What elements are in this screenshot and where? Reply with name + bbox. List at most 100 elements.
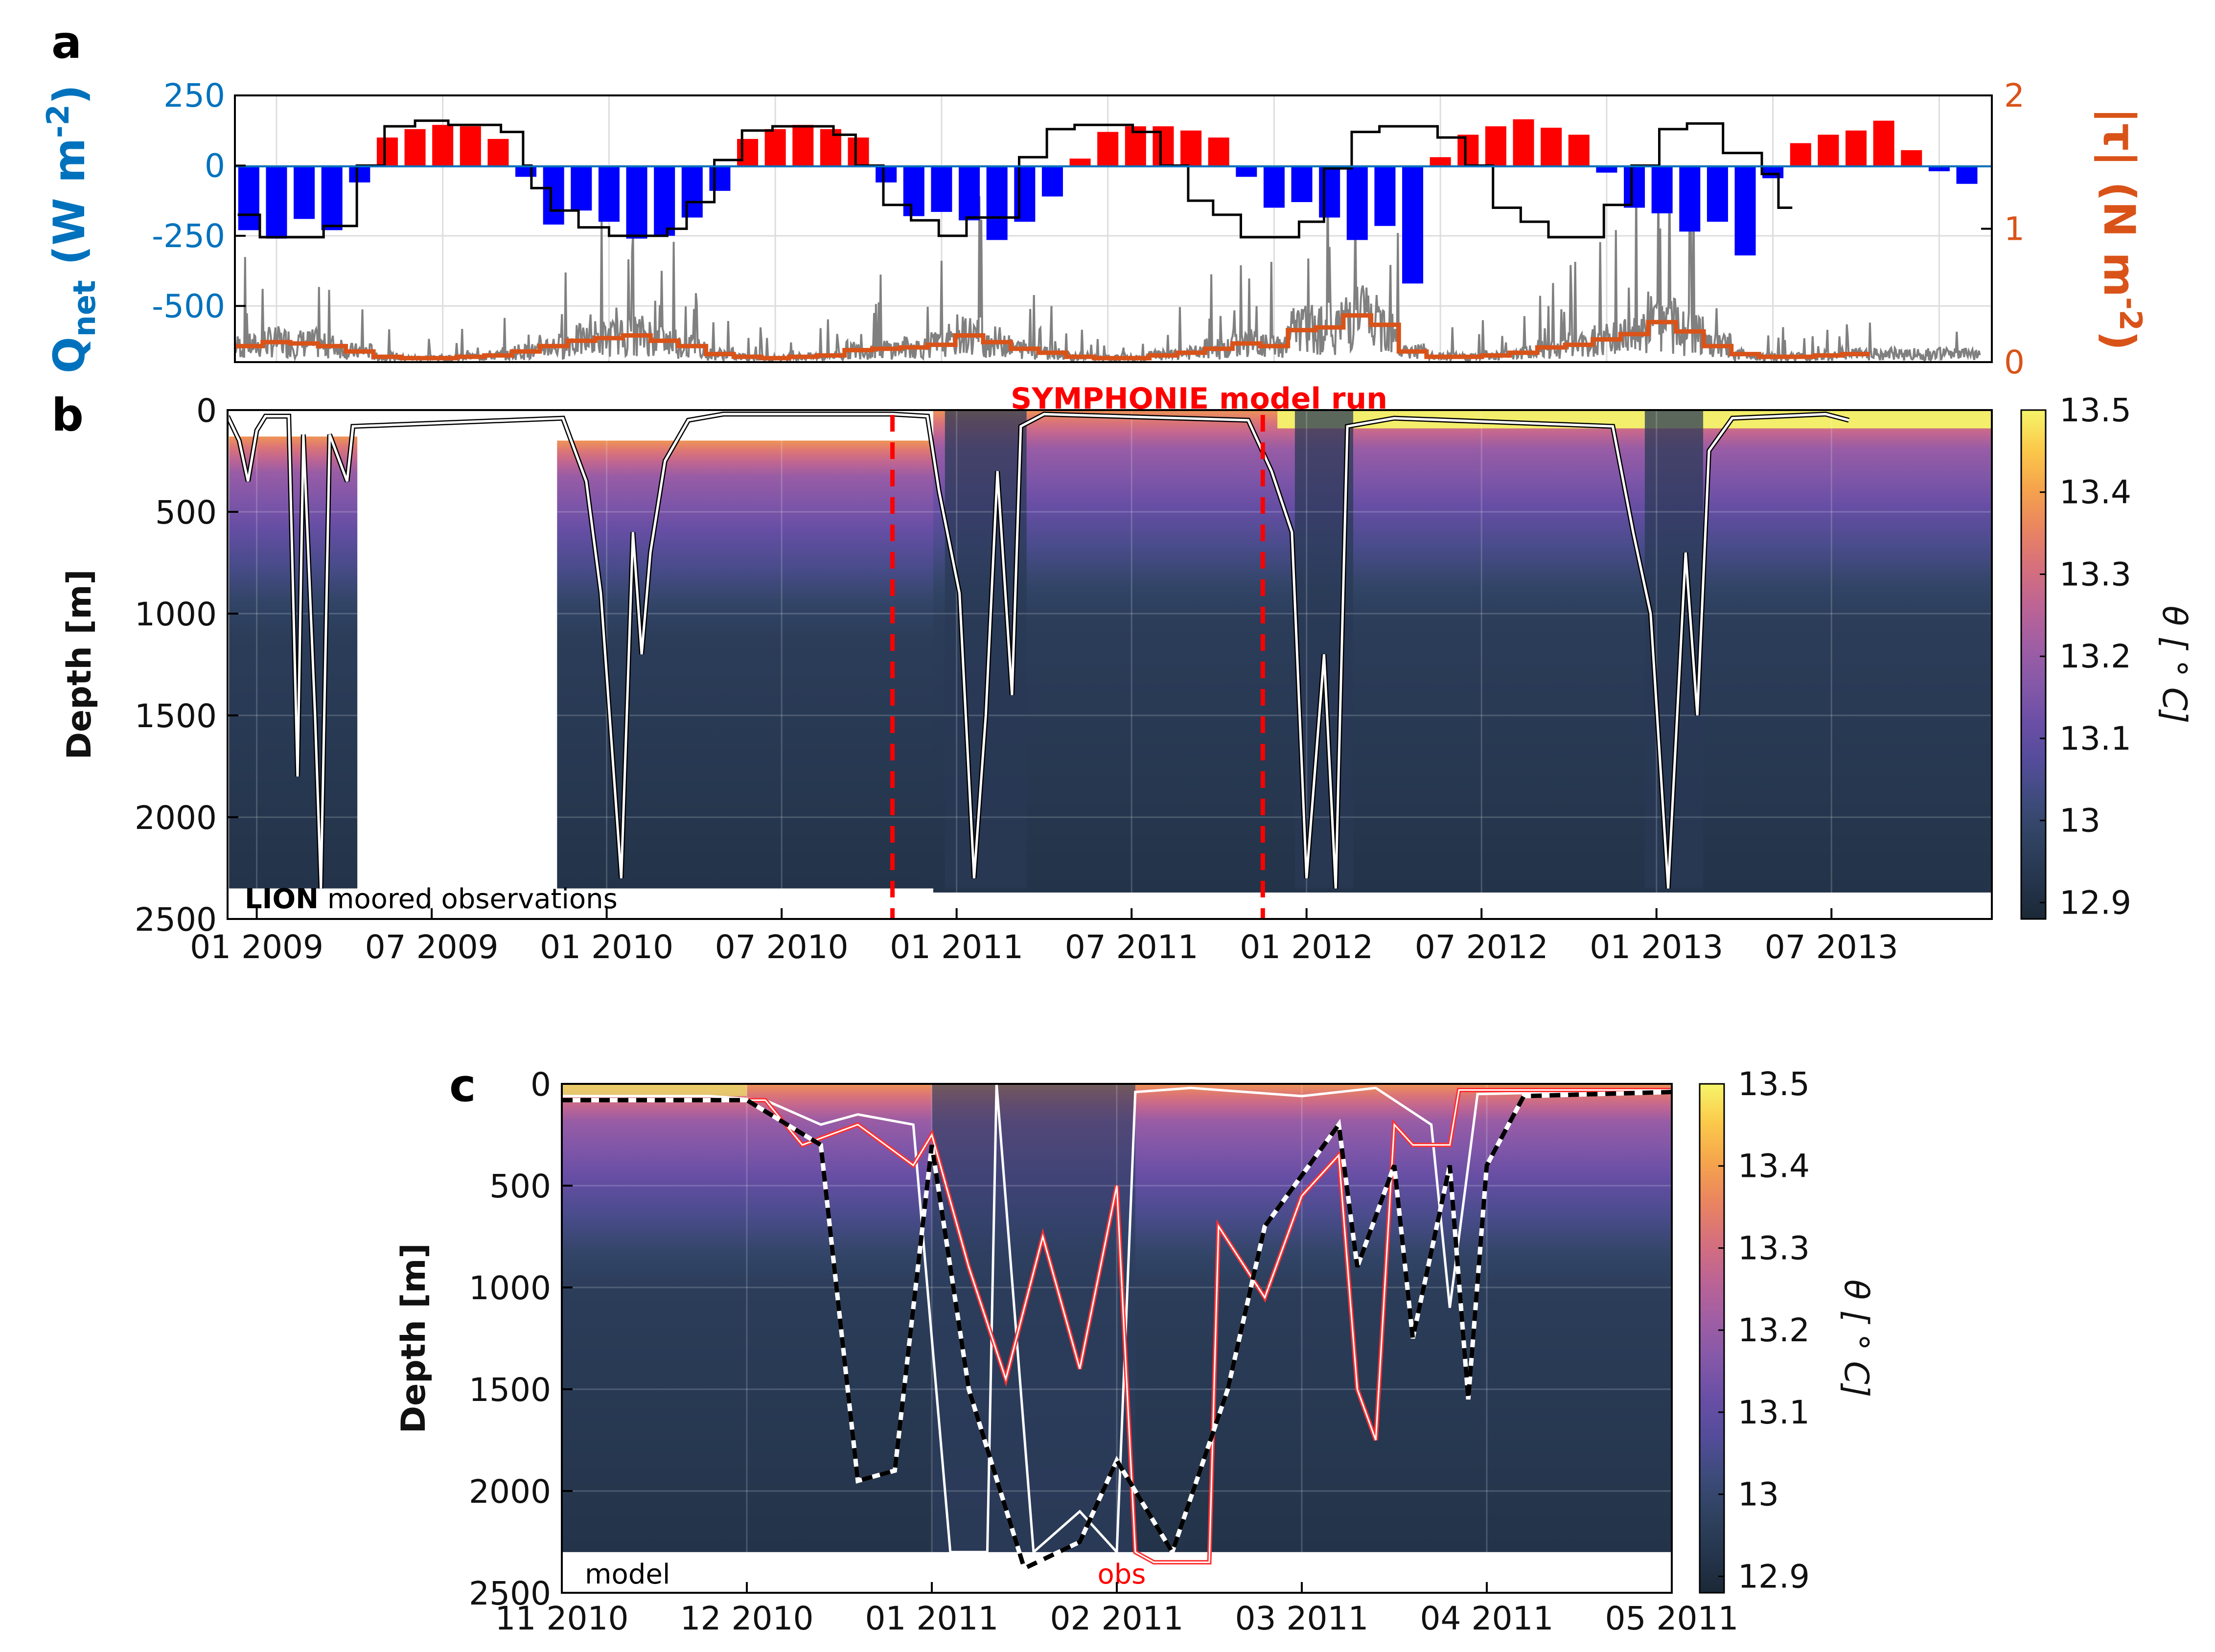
heat-flux-step-line [237,119,1793,239]
panel-b-y-axis-label: Depth [m] [60,570,99,760]
panel-b: b SYMPHONIE model run LION moored observ… [51,382,2193,966]
heat-flux-bar [598,165,620,222]
panel-a-right-axis-label: |τ| (N m-2) [2094,108,2148,350]
panel-b-x-ticks: 01 2009 07 2009 01 2010 07 2010 01 2011 07 20… [190,908,1898,966]
heat-flux-bar [764,129,786,166]
colorbar-tick-label: 13.1 [1738,1394,1810,1431]
x-tick-label: 03 2011 [1235,1600,1369,1637]
heat-flux-bar [903,165,924,216]
mld-obs-line [562,1089,1672,1563]
colorbar-tick-label: 13.3 [1738,1229,1810,1267]
x-tick-label: 07 2013 [1765,928,1898,966]
colorbar-tick-label: 13.2 [2059,638,2131,675]
heat-flux-bar [1374,165,1396,226]
y-tick-label: 2000 [469,1473,551,1511]
heat-flux-bar [404,129,426,166]
y-tick-label: 1500 [135,697,217,735]
y-tick-label: 1500 [469,1371,551,1409]
panel-c-mixed-layer-lines [562,1084,1672,1572]
y-tick-label: 1000 [469,1269,551,1307]
heat-flux-step-path [237,119,1793,239]
panel-label-c: c [449,1059,476,1112]
heat-flux-bar [1236,165,1257,177]
colorbar-tick-label: 13.4 [1738,1147,1810,1185]
panel-b-grid [228,410,1992,919]
x-tick-label: 07 2011 [1065,928,1199,966]
y-tick-label-right: 2 [2004,77,2025,115]
panel-b-frame [227,409,1993,920]
panel-b-colorbar-label: θ [ ° C] [2155,606,2193,724]
panel-c-x-ticks: 11 2010 12 2010 01 2011 02 2011 03 2011 04 20… [495,1582,1739,1637]
convection-patch [932,1084,1135,1552]
heat-flux-bar [1956,165,1978,184]
panel-a-right-ticks: 2 1 0 [1981,77,2025,381]
panel-b-heatmap [229,410,1992,893]
heat-flux-bar [266,165,287,239]
heat-flux-bar [294,165,315,219]
colorbar-tick-label: 13.5 [1738,1065,1810,1103]
heat-flux-bar [487,138,509,166]
x-tick-label: 07 2010 [715,928,849,966]
mld-dashed-line [562,1090,1672,1572]
panel-label-a: a [51,16,82,69]
x-tick-label: 05 2011 [1605,1600,1739,1637]
heat-flux-bar [654,165,675,236]
heat-flux-bar [543,165,564,225]
y-tick-label-left: 250 [163,77,225,115]
warm-surface-layer [562,1084,747,1096]
heat-flux-bar [1263,165,1285,208]
y-tick-label-left: 0 [205,147,225,184]
heat-flux-bar [1402,165,1424,284]
heat-flux-bar [1624,165,1645,208]
heat-flux-bar [709,165,731,191]
panel-b-mixed-layer-line [228,412,1850,889]
wind-stress-monthly-line [235,313,1870,361]
x-tick-label: 02 2011 [1050,1600,1184,1637]
heat-flux-bar [1069,159,1091,166]
x-tick-label: 07 2009 [365,928,499,966]
panel-c-colorbar-label: θ [ ° C] [1837,1280,1875,1398]
heat-flux-bar [321,165,343,230]
heat-flux-bar [1790,143,1811,166]
heat-flux-bar [571,165,592,211]
x-tick-label: 01 2012 [1240,928,1373,966]
heat-flux-bar [1208,138,1229,166]
colorbar [2020,409,2047,920]
y-tick-label: 2000 [135,799,217,837]
model-annotation: model [585,1559,670,1590]
x-tick-label: 01 2010 [540,928,673,966]
colorbar-tick-label: 12.9 [2059,884,2131,921]
heat-flux-bar [1541,127,1562,166]
heat-flux-bars [238,119,1978,284]
panel-c-y-axis-label: Depth [m] [394,1243,433,1434]
heat-flux-bar [1762,165,1784,179]
temperature-section [557,440,933,889]
x-tick-label: 01 2011 [890,928,1023,966]
heat-flux-bar [931,165,952,212]
panel-c-colorbar: 13.5 13.4 13.3 13.2 13.1 13 12.9 [1699,1065,1810,1595]
x-tick-label: 07 2012 [1415,928,1548,966]
x-tick-label: 01 2013 [1590,928,1723,966]
temperature-section [933,410,1992,893]
heat-flux-bar [1485,126,1506,166]
y-tick-label: 500 [155,494,217,531]
heat-flux-bar [986,165,1008,240]
colorbar-tick-label: 13 [1738,1476,1779,1514]
wind-stress-monthly [235,313,1870,361]
colorbar-tick-label: 13.2 [1738,1311,1810,1349]
x-tick-label: 01 2011 [865,1600,999,1637]
heat-flux-bar [1319,165,1340,218]
heat-flux-bar [376,138,398,166]
heat-flux-bar [238,165,259,230]
colorbar-tick-label: 13.1 [2059,720,2131,757]
x-tick-label: 01 2009 [190,928,323,966]
heat-flux-bar [876,165,897,183]
y-tick-label-right: 0 [2004,344,2025,381]
heat-flux-bar [1679,165,1701,232]
heat-flux-bar [848,138,869,166]
y-tick-label-left: -250 [152,217,225,255]
heat-flux-bar [626,165,647,239]
heat-flux-bar [1097,132,1119,166]
heat-flux-bar [460,126,481,166]
colorbar-tick-label: 13.3 [2059,555,2131,593]
